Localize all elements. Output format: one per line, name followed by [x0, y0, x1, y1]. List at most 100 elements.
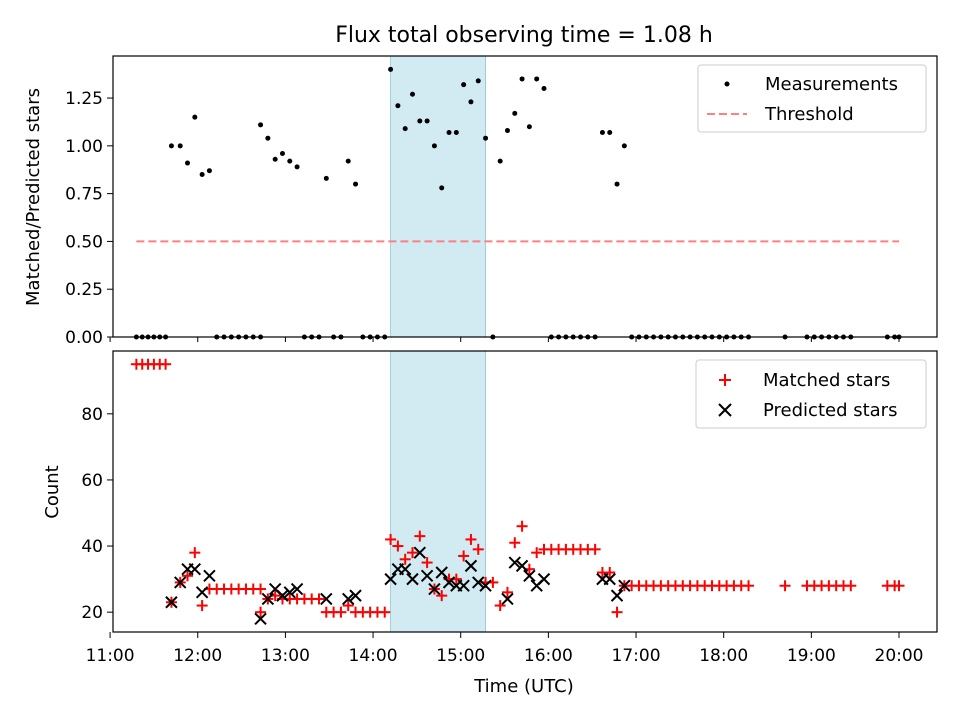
predicted-star-point [618, 579, 631, 592]
matched-star-point [845, 580, 857, 592]
predicted-star-point [165, 596, 178, 609]
x-tick-label: 14:00 [349, 646, 398, 666]
matched-star-point [589, 543, 601, 555]
predicted-star-point [435, 566, 448, 579]
measurement-point [279, 150, 285, 156]
top-y-axis-label: Matched/Predicted stars [23, 88, 44, 306]
y-tick-label: 60 [81, 471, 103, 491]
legend-matched-label: Matched stars [763, 370, 890, 391]
predicted-star-point [406, 572, 419, 586]
count-points [130, 358, 905, 625]
bottom-legend: Matched stars Predicted stars [695, 359, 927, 429]
measurement-point [468, 99, 474, 105]
predicted-star-point [261, 592, 275, 606]
top-legend: Measurements Threshold [697, 64, 927, 133]
measurement-point [199, 172, 205, 178]
measurement-point [294, 164, 300, 170]
predicted-star-point [610, 589, 624, 602]
top-panel: 0.00 0.25 0.50 0.75 1.00 1.25 Matched/Predict… [23, 55, 938, 348]
measurement-point [353, 181, 359, 187]
predicted-star-point [342, 592, 355, 606]
y-tick-label: 0.75 [65, 185, 103, 205]
measurement-point [265, 135, 271, 141]
predicted-star-point [537, 572, 551, 586]
measurement-point [483, 135, 489, 141]
measurement-point [388, 66, 394, 72]
predicted-star-point [283, 586, 296, 599]
bottom-legend-box [695, 359, 927, 429]
measurement-point [519, 76, 525, 82]
y-tick-label: 0.50 [65, 232, 103, 252]
matched-star-point [385, 533, 397, 545]
predicted-star-point [203, 569, 216, 583]
measurement-point [323, 175, 329, 181]
measurement-point [475, 78, 481, 84]
measurement-point [206, 168, 212, 174]
predicted-star-point [349, 589, 362, 602]
predicted-star-point [290, 582, 304, 596]
bottom-y-ticks: 20 40 60 80 [81, 405, 113, 623]
matched-star-point [604, 566, 616, 578]
predicted-star-point [188, 562, 202, 576]
measurement-point [431, 143, 437, 149]
predicted-star-point [464, 559, 478, 573]
measurement-point [607, 129, 613, 135]
measurement-point [534, 76, 540, 82]
matched-star-point [255, 583, 267, 595]
matched-star-point [414, 530, 426, 542]
measurement-point [177, 143, 183, 149]
matched-star-point [182, 570, 194, 582]
matched-star-point [516, 520, 528, 532]
legend-predicted-marker [718, 403, 732, 417]
predicted-star-point [398, 562, 412, 576]
matched-star-point [531, 547, 543, 559]
x-tick-label: 12:00 [173, 646, 222, 666]
x-tick-label: 19:00 [787, 646, 836, 666]
measurement-point [541, 85, 547, 91]
predicted-star-point [173, 576, 187, 589]
matched-star-point [399, 553, 411, 565]
measurement-point [453, 129, 459, 135]
predicted-star-point [276, 589, 289, 602]
matched-star-point [189, 547, 201, 559]
matched-star-point [501, 586, 513, 598]
measurement-point [345, 158, 351, 164]
x-tick-label: 11:00 [86, 646, 135, 666]
measurement-point [497, 158, 503, 164]
matched-star-point [458, 550, 470, 562]
measurement-point [185, 160, 191, 166]
y-tick-label: 20 [81, 603, 103, 623]
top-shaded-interval [390, 55, 486, 338]
legend-matched-marker [719, 374, 731, 386]
top-legend-box [697, 64, 927, 133]
y-tick-label: 0.25 [65, 280, 103, 300]
top-y-ticks: 0.00 0.25 0.50 0.75 1.00 1.25 [65, 89, 113, 348]
measurement-point [410, 91, 416, 97]
top-x-ticks [109, 337, 900, 342]
matched-star-point [436, 590, 448, 602]
measurement-point [168, 143, 174, 149]
y-tick-label: 0.00 [65, 328, 103, 348]
measurement-point [599, 129, 605, 135]
measurement-point [424, 118, 430, 124]
predicted-star-point [254, 612, 267, 625]
matched-star-point [779, 580, 791, 592]
predicted-star-point [472, 576, 485, 589]
predicted-star-point [384, 572, 397, 586]
y-tick-label: 40 [81, 537, 103, 557]
legend-measurement-marker [724, 81, 730, 87]
measurement-point [192, 114, 198, 120]
matched-star-point [472, 543, 484, 555]
bottom-y-axis-label: Count [42, 465, 63, 518]
legend-predicted-label: Predicted stars [763, 400, 897, 421]
matched-star-point [255, 606, 267, 618]
predicted-star-point [501, 592, 514, 606]
predicted-star-point [508, 556, 521, 569]
measurement-point [417, 118, 423, 124]
x-tick-label: 18:00 [699, 646, 748, 666]
matched-star-point [196, 600, 208, 612]
measurement-point [258, 122, 264, 128]
measurement-points [133, 66, 902, 340]
measurement-point [287, 158, 293, 164]
predicted-star-point [195, 586, 209, 599]
